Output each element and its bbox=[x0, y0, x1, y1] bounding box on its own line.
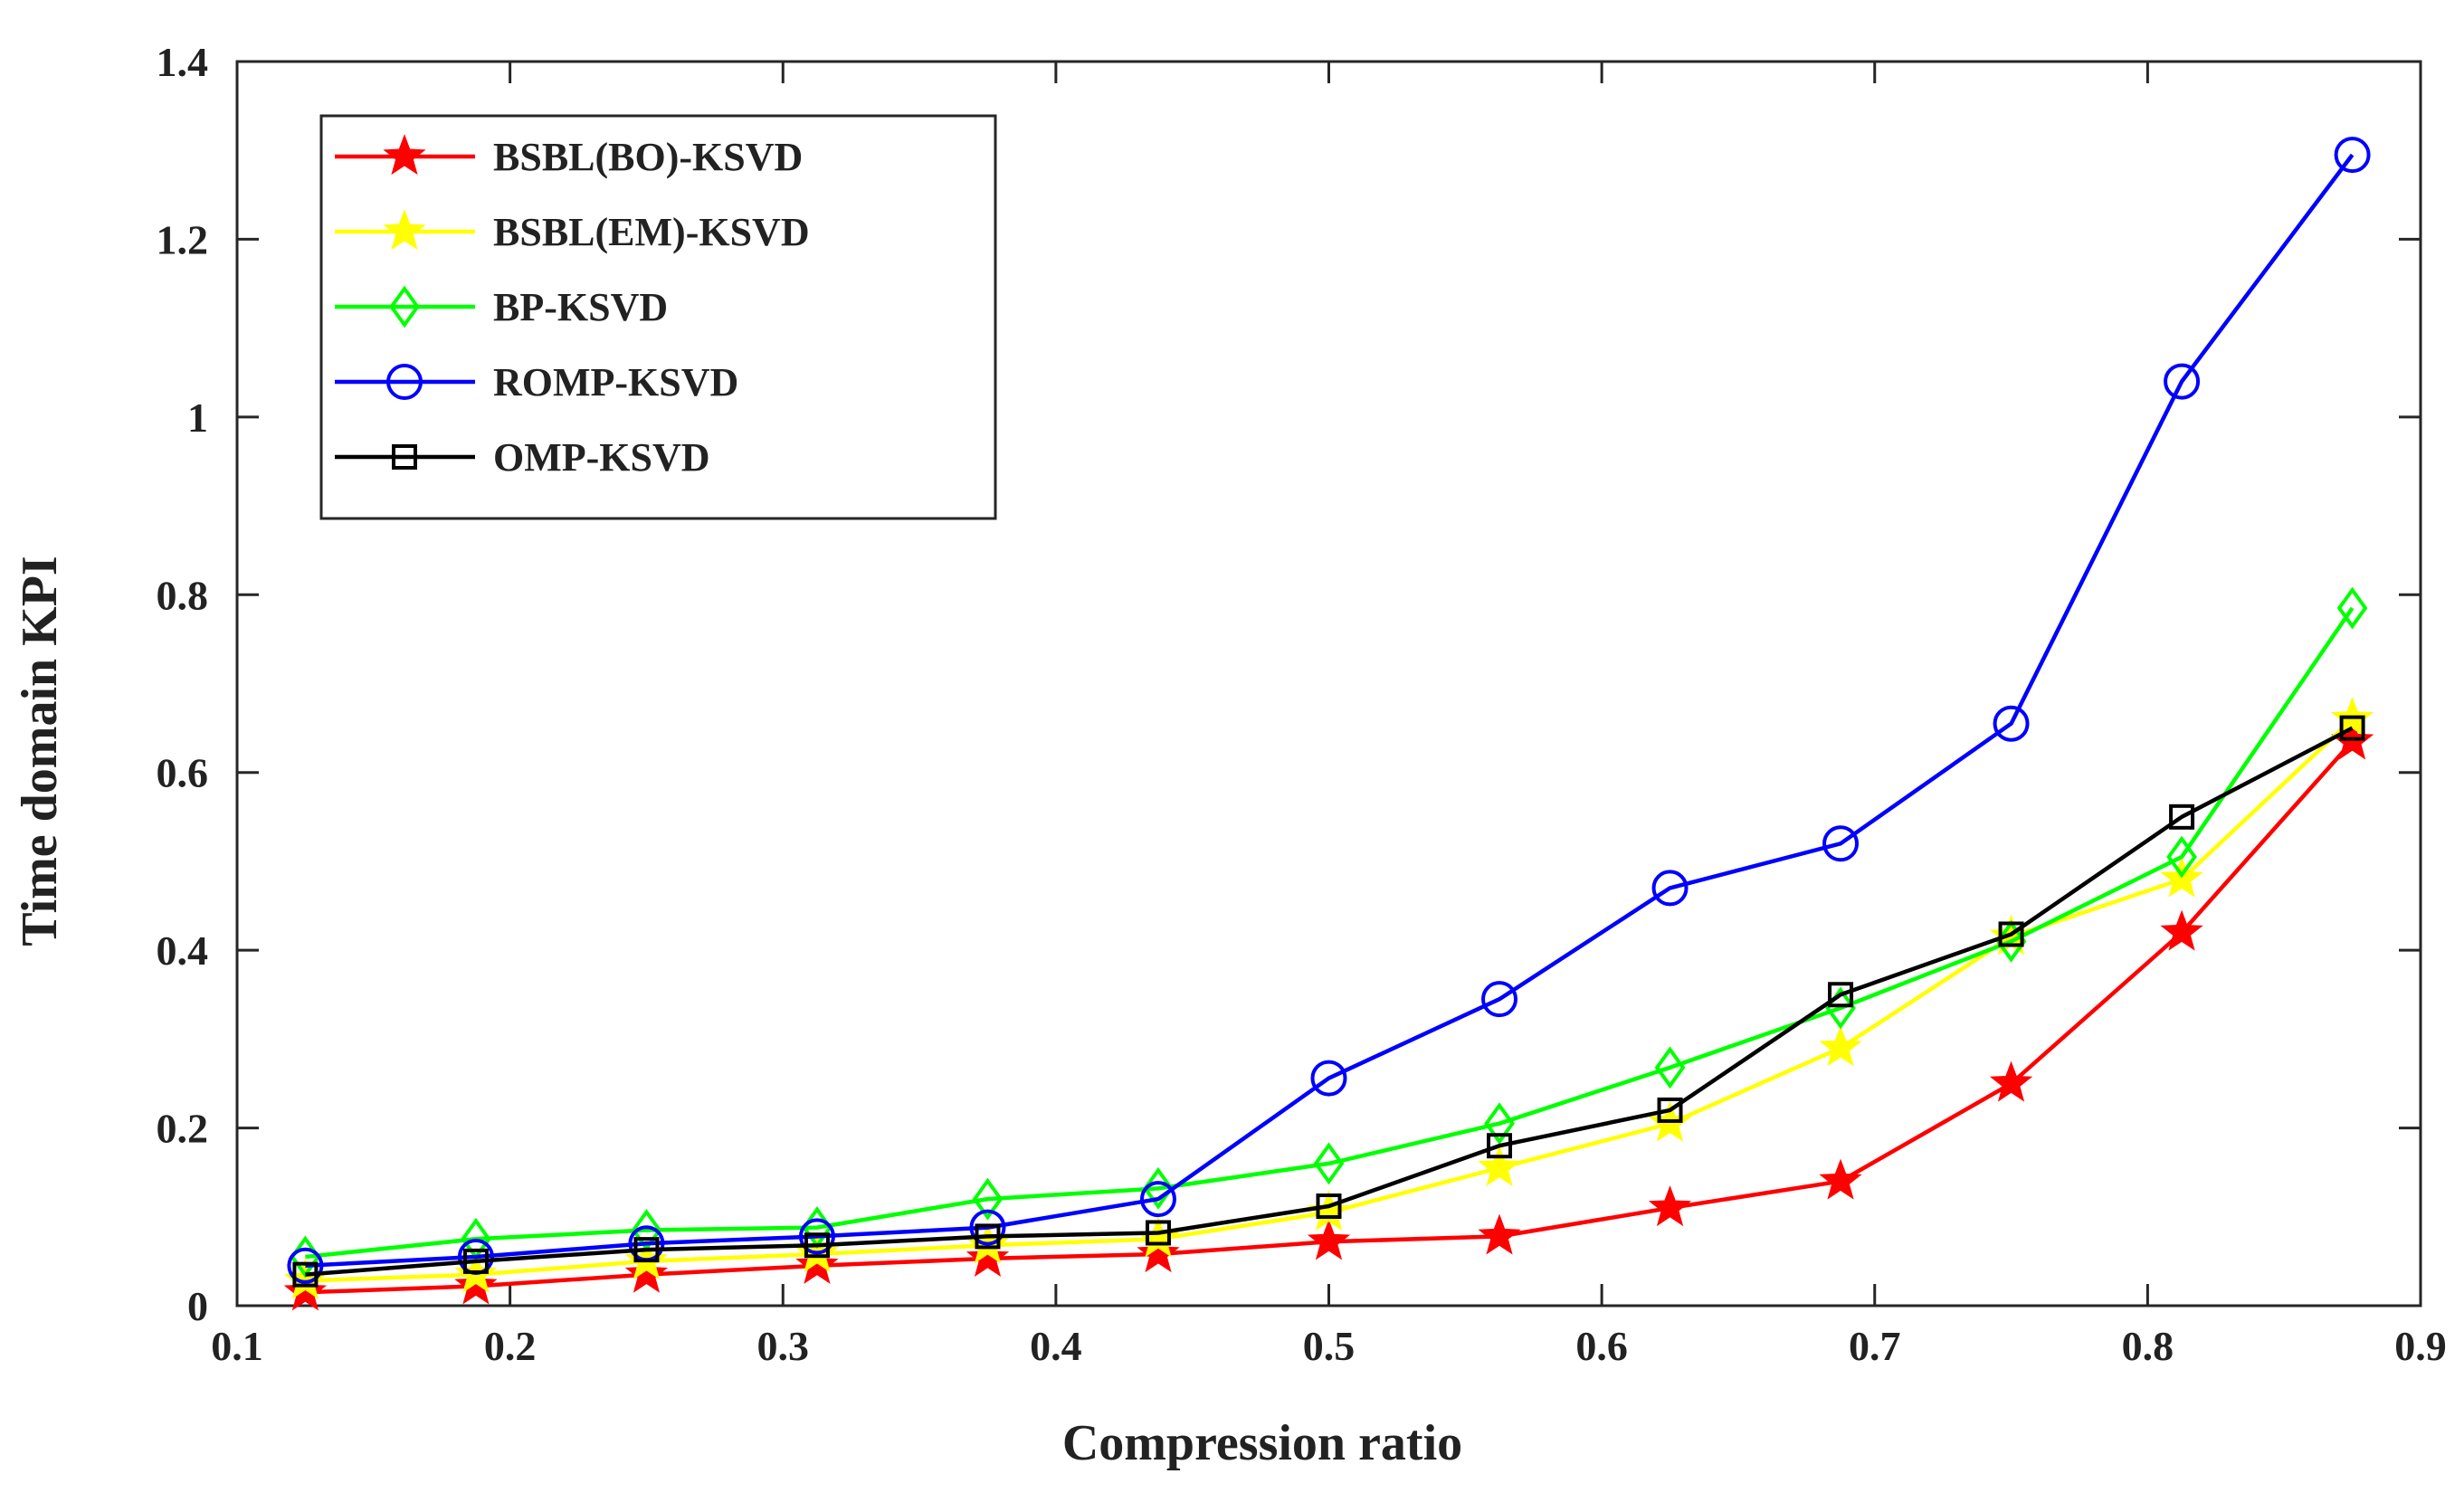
data-point-circle bbox=[1139, 1181, 1176, 1218]
y-tick-label: 0.2 bbox=[157, 1106, 209, 1152]
legend-marker-star bbox=[383, 209, 426, 251]
data-point-square bbox=[2339, 715, 2365, 741]
y-tick-label: 0 bbox=[187, 1283, 208, 1329]
series-bsbl-bo-ksvd bbox=[283, 718, 2374, 1311]
data-point-diamond bbox=[972, 1177, 1004, 1221]
y-tick-label: 1 bbox=[187, 395, 208, 441]
x-tick-label: 0.9 bbox=[2394, 1323, 2447, 1369]
legend-label: ROMP-KSVD bbox=[493, 360, 738, 404]
data-point-circle bbox=[2334, 137, 2371, 174]
x-tick-label: 0.3 bbox=[757, 1323, 810, 1369]
legend-label: OMP-KSVD bbox=[493, 435, 710, 480]
x-axis-title: Compression ratio bbox=[1062, 1415, 1462, 1471]
data-point-circle bbox=[969, 1209, 1006, 1246]
x-tick-label: 0.6 bbox=[1575, 1323, 1628, 1369]
series-line bbox=[305, 153, 2355, 1269]
y-tick-label: 0.4 bbox=[157, 927, 209, 974]
legend-entry: BSBL(BO)-KSVD bbox=[335, 134, 803, 179]
series-omp-ksvd bbox=[292, 715, 2365, 1288]
data-point-diamond bbox=[1484, 1102, 1515, 1146]
data-point-star bbox=[1137, 1231, 1180, 1273]
legend-marker-circle bbox=[386, 364, 423, 400]
data-point-star bbox=[966, 1236, 1010, 1278]
data-point-star bbox=[2160, 909, 2203, 951]
data-point-square bbox=[1657, 1097, 1683, 1123]
data-point-diamond bbox=[1143, 1166, 1174, 1210]
data-point-star bbox=[283, 1270, 328, 1311]
data-point-circle bbox=[287, 1247, 324, 1284]
x-tick-label: 0.2 bbox=[484, 1323, 537, 1369]
legend-entry: OMP-KSVD bbox=[335, 435, 710, 480]
data-point-square bbox=[1145, 1220, 1171, 1246]
plot-series bbox=[283, 137, 2374, 1311]
x-tick-label: 0.8 bbox=[2122, 1323, 2174, 1369]
data-point-square bbox=[292, 1261, 319, 1288]
series-line bbox=[305, 606, 2355, 1260]
data-point-square bbox=[462, 1248, 489, 1274]
data-point-star bbox=[1989, 1060, 2033, 1102]
data-point-square bbox=[2169, 804, 2195, 830]
legend-label: BP-KSVD bbox=[493, 285, 668, 329]
legend-marker-diamond bbox=[389, 285, 420, 328]
legend-box bbox=[319, 114, 997, 520]
y-tick-label: 0.6 bbox=[157, 750, 209, 796]
legend-label: BSBL(EM)-KSVD bbox=[493, 210, 810, 254]
data-point-circle bbox=[1481, 981, 1518, 1018]
legend-entry: BSBL(EM)-KSVD bbox=[335, 209, 810, 254]
data-point-diamond bbox=[1654, 1046, 1686, 1089]
data-point-circle bbox=[798, 1218, 835, 1255]
data-point-square bbox=[1487, 1133, 1513, 1159]
legend: BSBL(BO)-KSVD BSBL(EM)-KSVD BP-KSVD ROMP-KS… bbox=[319, 114, 997, 520]
data-point-circle bbox=[1993, 705, 2030, 742]
data-point-star bbox=[795, 1242, 839, 1284]
data-point-star bbox=[1819, 1158, 1862, 1200]
data-point-circle bbox=[2164, 363, 2201, 400]
data-point-circle bbox=[1651, 870, 1689, 907]
data-point-square bbox=[1998, 921, 2024, 947]
data-point-star bbox=[1307, 1190, 1351, 1231]
data-point-circle bbox=[1822, 825, 1860, 862]
series-line bbox=[305, 726, 2354, 1277]
y-tick-label: 1.2 bbox=[157, 216, 209, 262]
axes: 0.1 0.2 0.3 0.4 0.5 0.6 0.7 0.8 0.9 0 0.2 0.4 0.6 0.8… bbox=[157, 39, 2447, 1369]
legend-label: BSBL(BO)-KSVD bbox=[493, 135, 803, 179]
data-point-circle bbox=[1310, 1060, 1347, 1097]
data-point-star bbox=[1819, 1025, 1862, 1067]
x-tick-label: 0.4 bbox=[1030, 1323, 1082, 1369]
data-point-diamond bbox=[2336, 586, 2368, 630]
data-point-square bbox=[975, 1223, 1001, 1250]
data-point-square bbox=[1828, 982, 1854, 1008]
data-point-diamond bbox=[1313, 1142, 1345, 1185]
data-point-star bbox=[624, 1251, 669, 1293]
data-point-diamond bbox=[2166, 835, 2197, 879]
data-point-star bbox=[1307, 1219, 1351, 1260]
data-point-square bbox=[804, 1232, 830, 1259]
x-tick-label: 0.7 bbox=[1849, 1323, 1901, 1369]
data-point-star bbox=[454, 1263, 498, 1305]
data-point-star bbox=[1648, 1185, 1692, 1227]
legend-entry: BP-KSVD bbox=[335, 285, 668, 329]
data-point-square bbox=[1316, 1193, 1342, 1219]
data-point-star bbox=[1478, 1213, 1521, 1255]
y-tick-label: 0.8 bbox=[157, 572, 209, 618]
y-tick-label: 1.4 bbox=[157, 39, 209, 85]
data-point-square bbox=[633, 1237, 660, 1263]
data-point-star bbox=[1478, 1145, 1521, 1186]
legend-marker-star bbox=[383, 134, 426, 176]
x-tick-label: 0.1 bbox=[211, 1323, 263, 1369]
x-tick-label: 0.5 bbox=[1303, 1323, 1356, 1369]
legend-marker-square bbox=[392, 444, 417, 470]
legend-entry: ROMP-KSVD bbox=[335, 360, 738, 404]
y-axis-title: Time domain KPI bbox=[12, 556, 68, 946]
